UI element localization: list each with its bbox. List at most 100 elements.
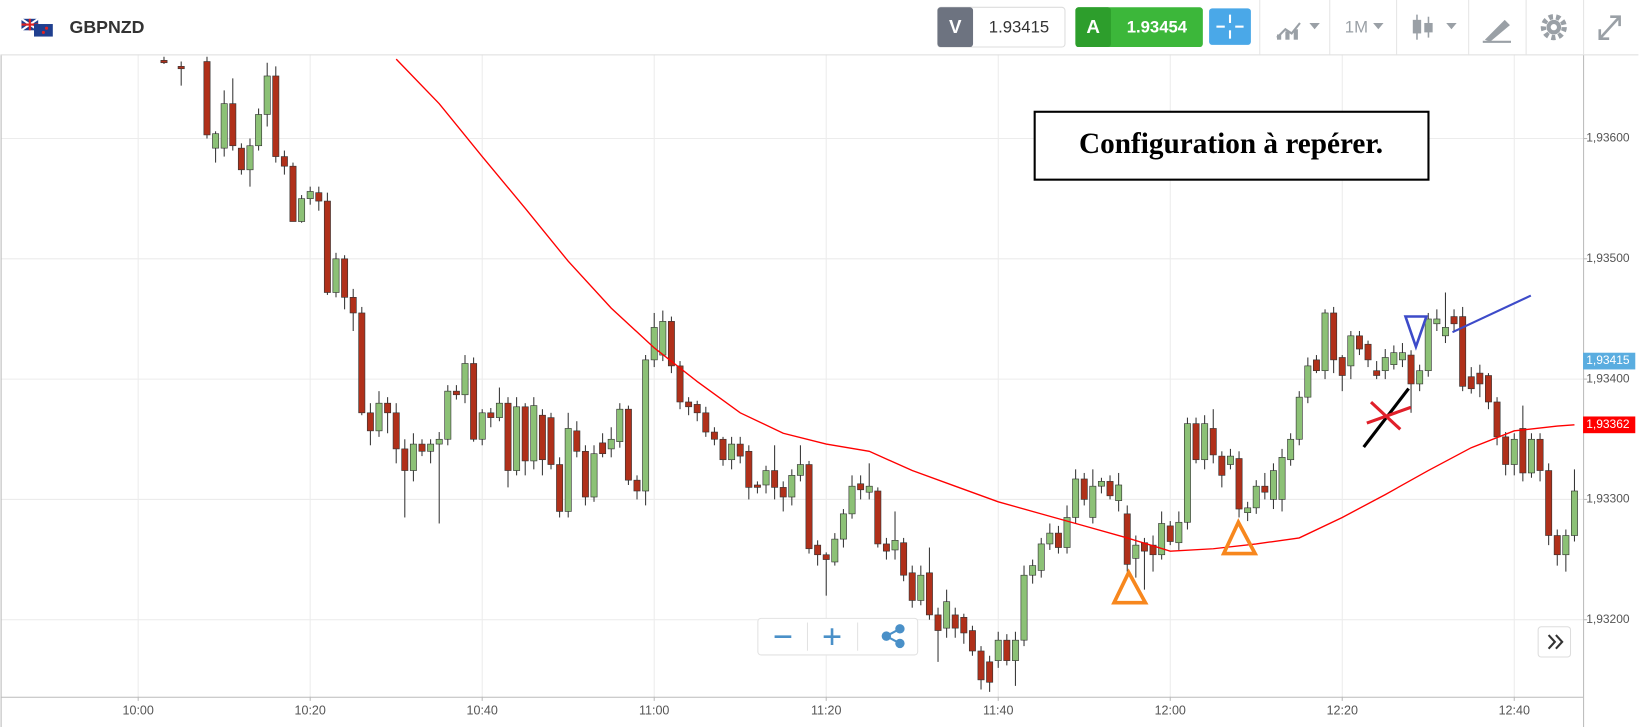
red-cross <box>1366 405 1412 425</box>
candle <box>633 475 641 500</box>
candle-body <box>556 464 564 512</box>
candle <box>255 108 263 151</box>
x-tick-label: 10:40 <box>467 704 498 718</box>
candle <box>719 436 727 466</box>
candle-body <box>951 614 959 629</box>
candle <box>1304 357 1312 404</box>
scroll-right-button[interactable] <box>1537 626 1572 658</box>
candle <box>349 288 357 332</box>
crosshair-button[interactable] <box>1209 8 1251 45</box>
candle-body <box>1347 335 1355 367</box>
candle-body <box>573 430 581 452</box>
candle-body <box>513 406 521 471</box>
axes: 1,93200 1,93300 1,93400 1,93500 1,93600 10:00… <box>123 131 1636 718</box>
candle-body <box>1467 376 1475 390</box>
y-tick-label: 1,93300 <box>1586 492 1630 506</box>
candle-body <box>1528 438 1535 474</box>
candle-style-button[interactable] <box>1412 14 1457 40</box>
candle <box>435 432 443 524</box>
candle-body <box>263 75 271 115</box>
candle-body <box>1364 343 1372 361</box>
candle <box>487 407 495 428</box>
timeframe-button[interactable]: 1M <box>1345 18 1384 37</box>
annotation-box <box>1033 110 1430 181</box>
candle <box>1399 343 1406 368</box>
candle-body <box>1244 507 1252 513</box>
candle <box>547 412 555 470</box>
candle <box>1261 472 1269 500</box>
drawing-button[interactable] <box>1482 19 1511 43</box>
candle <box>392 403 400 464</box>
annotation: Configuration à repérer. <box>1033 110 1430 181</box>
candle <box>839 509 847 548</box>
candle-body <box>272 75 280 157</box>
candle-body <box>891 540 899 551</box>
candle-body <box>1304 365 1312 398</box>
candle <box>1097 477 1105 494</box>
fullscreen-button[interactable] <box>1598 15 1621 40</box>
candle-body <box>1442 327 1449 337</box>
candle <box>891 511 899 560</box>
candle <box>212 131 220 163</box>
candle <box>1450 309 1458 332</box>
candle <box>1553 529 1561 566</box>
candle-body <box>1287 438 1295 461</box>
candle <box>736 436 744 464</box>
candle-body <box>212 133 220 149</box>
candle <box>1562 529 1570 572</box>
candle <box>1183 417 1191 530</box>
candle-body <box>719 438 727 461</box>
candle-body <box>874 490 882 545</box>
candle-body <box>1416 370 1424 385</box>
candle <box>934 607 942 662</box>
candle-body <box>409 443 417 471</box>
candle-body <box>1106 481 1114 497</box>
candle <box>650 312 658 368</box>
candle-body <box>693 404 701 414</box>
candle <box>1390 345 1398 370</box>
candle <box>1158 511 1166 560</box>
candle-body <box>487 412 495 418</box>
candle <box>779 481 787 512</box>
candle <box>1046 523 1054 550</box>
candle <box>848 475 856 519</box>
candle-body <box>203 61 211 136</box>
candle <box>908 565 916 608</box>
candle-body <box>392 412 400 450</box>
candle <box>1278 448 1286 512</box>
candle <box>1330 306 1338 374</box>
candle <box>564 412 572 518</box>
candle <box>1416 364 1424 392</box>
sell-button[interactable]: V 1.93415 <box>937 6 1066 48</box>
candle-body <box>1252 485 1260 509</box>
x-tick-label: 10:20 <box>295 704 326 718</box>
candle <box>728 436 736 470</box>
candle-body <box>255 114 263 147</box>
candle <box>1029 559 1037 584</box>
candle-body <box>599 442 607 455</box>
candle <box>1235 451 1243 518</box>
candle-body <box>1278 457 1286 500</box>
x-tick-label: 11:20 <box>811 704 841 718</box>
candle <box>1089 469 1097 524</box>
drawings <box>1111 294 1532 605</box>
candle <box>1252 480 1260 514</box>
candle-body <box>315 192 323 202</box>
candle-body <box>908 572 916 601</box>
settings-button[interactable] <box>1540 14 1567 41</box>
chart-type-button[interactable] <box>1276 22 1320 40</box>
candle <box>246 138 254 187</box>
price-marker <box>1583 416 1636 434</box>
candle-body <box>805 464 813 550</box>
share-button[interactable] <box>881 624 905 649</box>
buy-button[interactable]: A 1.93454 <box>1075 7 1203 48</box>
candle-body <box>882 543 890 552</box>
candle-body <box>1450 316 1458 325</box>
candle <box>177 61 185 86</box>
candle <box>358 306 366 416</box>
buy-label: A <box>1086 16 1100 37</box>
candle <box>160 56 168 64</box>
candle <box>1312 355 1320 374</box>
candle-body <box>1149 544 1157 556</box>
zoom-in-button[interactable] <box>823 628 841 646</box>
